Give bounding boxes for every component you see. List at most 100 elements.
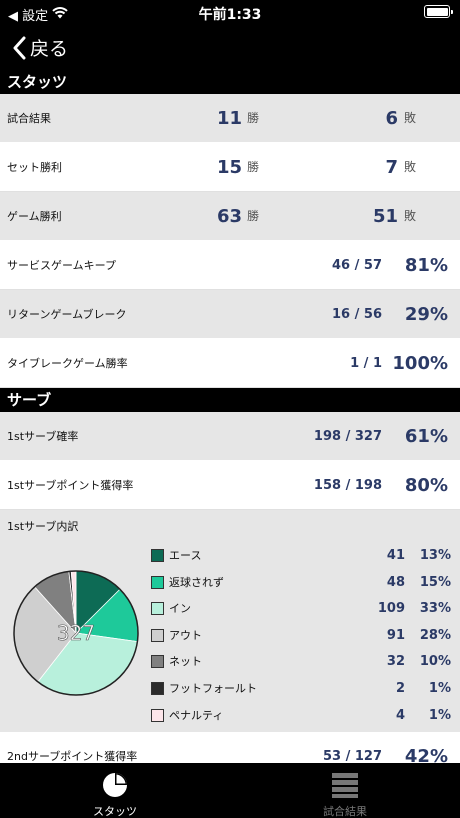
stat-row-first-serve-won: 1stサーブポイント獲得率 158 / 198 80% (0, 461, 460, 510)
legend-item: エース 41 13% (151, 543, 451, 570)
losses-value: 7 (385, 157, 398, 178)
fraction-value: 158 / 198 (313, 478, 382, 493)
percent-value: 42% (404, 746, 448, 763)
legend-name: 返球されず (169, 575, 224, 589)
legend-percent: 10% (419, 654, 451, 670)
legend-count: 109 (377, 601, 405, 617)
stats-scroll-view[interactable]: スタッツ 試合結果 11 勝 6 敗 セット勝利 15 勝 7 敗 ゲーム勝利 … (0, 70, 460, 763)
legend-name: ネット (169, 655, 202, 669)
breakdown-legend: エース 41 13% 返球されず 48 15% イン 109 33% アウト 91 28% ネット 32 1… (151, 543, 451, 729)
percent-value: 61% (404, 426, 448, 447)
legend-count: 4 (395, 707, 405, 723)
percent-value: 100% (392, 353, 448, 374)
wins-value: 11 (216, 108, 242, 129)
legend-swatch (151, 549, 164, 562)
pie-outline (13, 570, 139, 696)
fraction-value: 1 / 1 (350, 356, 382, 371)
breakdown-title: 1stサーブ内訳 (7, 520, 79, 533)
legend-percent: 1% (428, 707, 451, 723)
status-back-to-settings[interactable]: ◀ 設定 (8, 5, 68, 24)
legend-count: 91 (386, 627, 405, 643)
stat-row-match-result: 試合結果 11 勝 6 敗 (0, 94, 460, 143)
legend-item: ネット 32 10% (151, 649, 451, 676)
stat-label: リターンゲームブレーク (7, 308, 127, 321)
tab-bar: スタッツ 試合結果 (0, 763, 460, 818)
legend-item: フットフォールト 2 1% (151, 676, 451, 703)
breakdown-pie-chart: 327 (13, 570, 139, 696)
tab-stats[interactable]: スタッツ (0, 763, 230, 818)
stat-row-service-hold: サービスゲームキープ 46 / 57 81% (0, 241, 460, 290)
losses-unit: 敗 (404, 209, 417, 223)
legend-percent: 15% (419, 574, 451, 590)
legend-count: 2 (395, 680, 405, 696)
stat-row-tiebreak: タイブレークゲーム勝率 1 / 1 100% (0, 339, 460, 388)
stat-row-first-serve-in: 1stサーブ確率 198 / 327 61% (0, 412, 460, 461)
legend-swatch (151, 628, 164, 642)
stat-row-game-wins: ゲーム勝利 63 勝 51 敗 (0, 192, 460, 241)
legend-item: 返球されず 48 15% (151, 570, 451, 597)
status-back-label: ◀ 設定 (8, 9, 49, 24)
stat-row-second-serve-won: 2ndサーブポイント獲得率 53 / 127 42% (0, 732, 460, 763)
pie-total-label: 327 (57, 621, 95, 645)
stat-row-set-wins: セット勝利 15 勝 7 敗 (0, 143, 460, 192)
legend-swatch (151, 708, 164, 722)
wins-unit: 勝 (247, 160, 260, 174)
fraction-value: 198 / 327 (313, 429, 382, 444)
first-serve-breakdown: 1stサーブ内訳 327 エース 41 13% 返球されず 48 15% イン 109 33% ア… (0, 510, 460, 732)
legend-name: アウト (169, 628, 202, 642)
fraction-value: 46 / 57 (332, 258, 382, 273)
stat-label: 試合結果 (7, 112, 51, 125)
tab-match-results[interactable]: 試合結果 (230, 763, 460, 818)
wifi-icon (52, 6, 68, 23)
pie-chart-icon (101, 771, 129, 803)
stat-label: サービスゲームキープ (7, 259, 117, 272)
back-label: 戻る (30, 38, 69, 60)
wins-value: 15 (216, 157, 242, 178)
fraction-value: 53 / 127 (322, 749, 382, 763)
stat-label: 2ndサーブポイント獲得率 (7, 750, 138, 763)
stat-row-return-break: リターンゲームブレーク 16 / 56 29% (0, 290, 460, 339)
percent-value: 80% (404, 475, 448, 496)
legend-swatch (151, 575, 164, 589)
chevron-left-icon (12, 36, 26, 60)
legend-name: エース (169, 549, 202, 562)
legend-name: イン (169, 602, 191, 616)
wins-unit: 勝 (247, 111, 260, 125)
battery-icon (424, 5, 453, 18)
losses-value: 51 (372, 206, 398, 227)
list-icon (331, 771, 359, 803)
section-header-stats: スタッツ (0, 70, 460, 94)
legend-percent: 1% (428, 680, 451, 696)
legend-item: イン 109 33% (151, 596, 451, 623)
legend-percent: 13% (419, 548, 451, 563)
legend-name: フットフォールト (169, 681, 257, 695)
section-header-serve: サーブ (0, 388, 460, 412)
legend-percent: 28% (419, 627, 451, 643)
legend-count: 48 (386, 574, 405, 590)
stat-label: 1stサーブポイント獲得率 (7, 479, 134, 492)
stat-label: タイブレークゲーム勝率 (7, 357, 128, 370)
status-time: 午前1:33 (198, 7, 262, 23)
percent-value: 29% (404, 304, 448, 325)
tab-label: 試合結果 (323, 805, 367, 818)
losses-value: 6 (385, 108, 398, 129)
wins-unit: 勝 (247, 209, 260, 223)
wins-value: 63 (216, 206, 242, 227)
legend-percent: 33% (419, 601, 451, 617)
legend-swatch (151, 681, 164, 695)
stat-label: 1stサーブ確率 (7, 430, 79, 443)
losses-unit: 敗 (404, 160, 417, 174)
legend-swatch (151, 602, 164, 616)
legend-count: 32 (386, 654, 405, 670)
legend-item: ペナルティ 4 1% (151, 703, 451, 730)
tab-label: スタッツ (93, 805, 137, 818)
legend-count: 41 (386, 548, 405, 563)
back-button[interactable]: 戻る (12, 34, 68, 61)
nav-bar: 戻る (0, 26, 460, 70)
losses-unit: 敗 (404, 111, 417, 125)
stat-label: セット勝利 (7, 161, 62, 174)
status-bar: ◀ 設定 午前1:33 (0, 0, 460, 26)
legend-item: アウト 91 28% (151, 623, 451, 650)
fraction-value: 16 / 56 (332, 307, 382, 322)
percent-value: 81% (404, 255, 448, 276)
